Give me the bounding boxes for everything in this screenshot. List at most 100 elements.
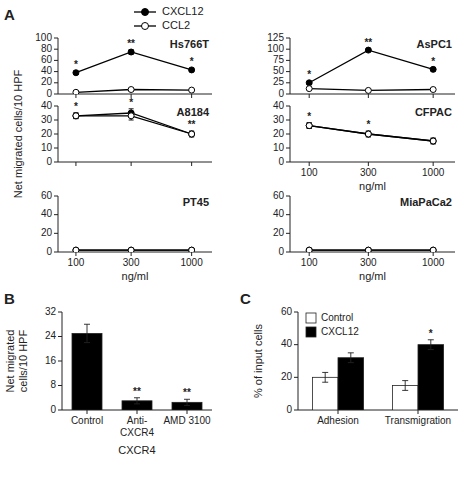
error-bar-cap [322, 382, 328, 383]
point [128, 87, 134, 93]
y-tick [54, 60, 58, 61]
error-bar [307, 123, 312, 129]
y-tick-label: 40 [273, 100, 285, 111]
y-tick-label: 40 [273, 208, 285, 219]
plot-area [306, 47, 436, 93]
y-tick [54, 38, 58, 39]
plot-area [312, 340, 443, 410]
y-tick-label: 80 [41, 43, 53, 54]
y-tick-label: 24 [45, 330, 57, 341]
error-bar-stem [405, 381, 406, 391]
x-tick [191, 94, 192, 98]
point [73, 70, 79, 76]
x-tick [75, 252, 76, 256]
error-bar-cap [129, 108, 134, 109]
y-axis-label: Net migrated cells/10 HPF [12, 70, 24, 199]
y-tick-label: 10 [273, 142, 285, 153]
x-tick [433, 94, 434, 98]
y-tick [294, 410, 298, 411]
significance-mark: ** [133, 386, 141, 397]
legend-label: CXCL12 [162, 5, 204, 17]
y-tick [54, 134, 58, 135]
x-tick-label: Anti-CXCR4 [120, 415, 154, 438]
panel-title: AsPC1 [417, 38, 452, 50]
error-bar [348, 353, 354, 363]
x-tick-label: 300 [360, 257, 377, 268]
significance-mark: * [74, 101, 78, 112]
point [306, 247, 312, 252]
plot-area [73, 247, 195, 252]
significance-mark: * [366, 119, 370, 130]
series-line [309, 126, 433, 141]
x-tick-label: 1000 [181, 257, 204, 268]
error-bar-cap [84, 324, 90, 325]
x-tick-label: 300 [123, 257, 140, 268]
y-tick [58, 410, 62, 411]
error-bar-cap [129, 111, 134, 112]
y-tick [58, 385, 62, 386]
point [189, 87, 195, 93]
error-bar-cap [184, 399, 190, 400]
y-tick-label: 16 [45, 355, 57, 366]
y-tick [54, 71, 58, 72]
y-tick-label: 100 [35, 32, 52, 43]
panel: 0102030401003001000CFPACng/ml** [273, 100, 455, 192]
point [73, 89, 79, 94]
plot-area [72, 324, 202, 410]
x-tick [131, 252, 132, 256]
x-tick [368, 252, 369, 256]
panel-title: CFPAC [415, 106, 452, 118]
y-tick [286, 82, 290, 83]
y-tick [286, 60, 290, 61]
significance-mark: * [129, 97, 133, 108]
y-tick-label: 25 [273, 76, 285, 87]
series-line [76, 113, 192, 134]
error-bar [189, 131, 194, 137]
point [365, 131, 371, 137]
x-tick [309, 94, 310, 98]
y-tick-label: 32 [45, 306, 57, 317]
x-axis-line [58, 162, 212, 163]
x-axis-label: ng/ml [359, 180, 386, 192]
series-line [309, 126, 433, 141]
y-tick-label: 20 [41, 227, 53, 238]
y-tick-label: 40 [41, 100, 53, 111]
y-tick-label: 30 [273, 114, 285, 125]
error-bar [431, 138, 436, 144]
point [365, 87, 371, 93]
point [128, 247, 134, 252]
point [430, 66, 436, 72]
figure: 020406080100Hs766TA****CXCL12CCL20102030… [0, 0, 474, 495]
y-tick-label: 10 [41, 142, 53, 153]
y-tick [58, 361, 62, 362]
legend-swatch [306, 313, 316, 323]
significance-mark: * [190, 56, 194, 67]
y-tick [286, 233, 290, 234]
x-tick-label: AMD 3100 [163, 415, 211, 426]
error-bar [73, 113, 78, 119]
x-tick [368, 162, 369, 166]
panel: 0255075100125AsPC1**** [267, 32, 455, 99]
error-bar [84, 324, 90, 342]
error-bar-stem [137, 398, 138, 404]
significance-mark: ** [183, 387, 191, 398]
x-tick [433, 252, 434, 256]
point [430, 247, 436, 252]
point [306, 80, 312, 86]
legend-label: CXCL12 [321, 326, 359, 337]
error-bar-cap [129, 120, 134, 121]
x-tick [137, 410, 138, 414]
x-tick-label: 300 [360, 167, 377, 178]
x-tick-label: 1000 [422, 167, 445, 178]
y-tick-label: 60 [281, 306, 293, 317]
bar [312, 377, 338, 410]
x-tick [338, 410, 339, 414]
error-bar-cap [322, 372, 328, 373]
point [73, 247, 79, 252]
significance-mark: * [429, 328, 433, 339]
error-bar-stem [187, 399, 188, 405]
y-tick-label: 75 [273, 54, 285, 65]
y-tick [286, 162, 290, 163]
series-line [309, 50, 433, 83]
y-tick-label: 50 [273, 65, 285, 76]
